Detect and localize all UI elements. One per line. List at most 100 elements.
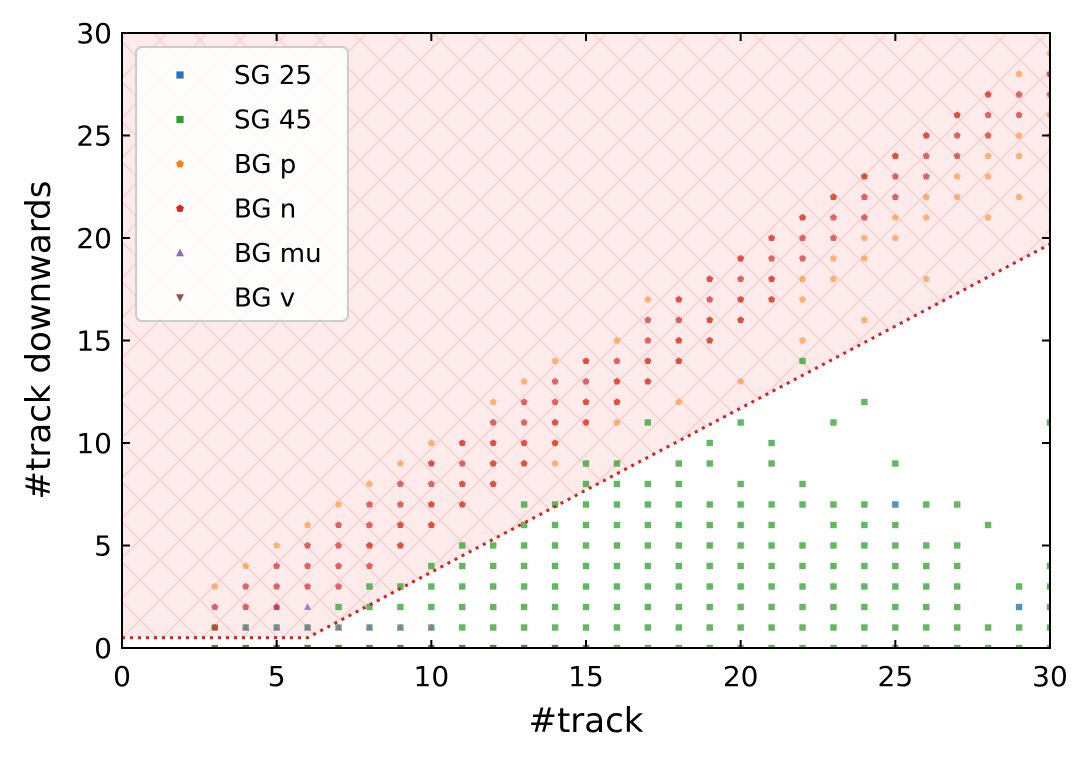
- data-point: [675, 460, 682, 467]
- data-point: [799, 624, 806, 631]
- data-point: [953, 152, 961, 159]
- data-point: [829, 234, 837, 241]
- data-point: [892, 542, 899, 549]
- data-point: [891, 172, 899, 180]
- data-point: [799, 542, 806, 549]
- data-point: [489, 398, 497, 405]
- data-point: [613, 460, 621, 467]
- data-point: [582, 480, 590, 488]
- legend-box: [135, 46, 349, 322]
- data-point: [830, 542, 837, 549]
- data-point: [335, 541, 343, 549]
- data-point: [427, 521, 435, 528]
- data-point: [582, 501, 590, 508]
- data-point: [458, 500, 466, 508]
- data-point: [613, 480, 621, 488]
- data-point: [396, 459, 404, 467]
- data-point: [954, 562, 961, 570]
- data-point: [799, 583, 806, 590]
- data-point: [768, 603, 775, 611]
- data-point: [737, 603, 744, 611]
- data-point: [830, 624, 837, 631]
- data-point: [520, 583, 528, 590]
- data-point: [335, 500, 343, 508]
- data-point: [830, 521, 837, 529]
- data-point: [922, 275, 930, 282]
- data-point: [829, 213, 837, 221]
- data-point: [768, 439, 775, 447]
- data-point: [768, 644, 775, 648]
- data-point: [799, 644, 806, 648]
- data-point: [489, 459, 497, 467]
- data-point: [428, 583, 435, 590]
- data-point: [861, 583, 868, 590]
- data-point: [891, 193, 899, 200]
- data-point: [737, 521, 744, 529]
- data-point: [613, 542, 621, 549]
- data-point: [737, 562, 744, 570]
- data-point: [675, 316, 683, 323]
- data-point: [520, 418, 528, 426]
- data-point: [613, 377, 621, 385]
- data-point: [427, 500, 435, 508]
- data-point: [551, 603, 559, 611]
- data-point: [830, 603, 837, 611]
- data-point: [984, 521, 992, 529]
- data-point: [644, 624, 652, 631]
- data-point: [551, 501, 559, 508]
- y-tick-label: 15: [76, 325, 112, 358]
- data-point: [860, 213, 868, 221]
- data-point: [799, 254, 807, 262]
- x-tick-label: 30: [1032, 660, 1068, 693]
- data-point: [273, 603, 281, 610]
- data-point: [242, 562, 250, 569]
- data-point: [984, 213, 992, 221]
- data-point: [799, 275, 807, 282]
- data-point: [644, 603, 652, 611]
- data-point: [459, 624, 466, 631]
- data-point: [397, 583, 404, 590]
- data-point: [830, 501, 837, 508]
- data-point: [799, 480, 806, 488]
- data-point: [644, 316, 652, 323]
- data-point: [706, 583, 713, 590]
- data-point: [396, 500, 404, 508]
- cut-line: [122, 242, 1050, 640]
- data-point: [737, 295, 745, 303]
- data-point: [860, 172, 868, 180]
- data-point: [984, 111, 992, 118]
- data-point: [397, 603, 404, 611]
- x-axis-label: #track: [528, 701, 643, 741]
- x-tick-label: 15: [568, 660, 604, 693]
- data-point: [891, 152, 899, 159]
- data-point: [1015, 624, 1023, 631]
- data-point: [520, 459, 528, 467]
- data-point: [644, 480, 652, 488]
- data-point: [768, 295, 776, 303]
- data-point: [675, 542, 682, 549]
- data-point: [675, 583, 682, 590]
- data-point: [984, 644, 992, 648]
- data-point: [1046, 624, 1050, 631]
- data-point: [582, 562, 590, 570]
- data-point: [860, 193, 868, 200]
- data-point: [427, 623, 435, 631]
- data-point: [211, 582, 219, 590]
- data-point: [490, 562, 497, 570]
- data-point: [768, 521, 775, 529]
- data-point: [675, 295, 683, 303]
- data-point: [861, 603, 868, 611]
- data-point: [551, 418, 559, 426]
- data-point: [861, 398, 868, 406]
- legend-marker: [176, 71, 184, 79]
- data-point: [365, 500, 373, 508]
- data-point: [551, 624, 559, 631]
- data-point: [489, 439, 497, 446]
- data-point: [273, 562, 281, 569]
- data-point: [365, 521, 373, 528]
- data-point: [768, 562, 775, 570]
- data-point: [582, 418, 590, 426]
- data-point: [923, 542, 930, 549]
- data-point: [923, 624, 930, 631]
